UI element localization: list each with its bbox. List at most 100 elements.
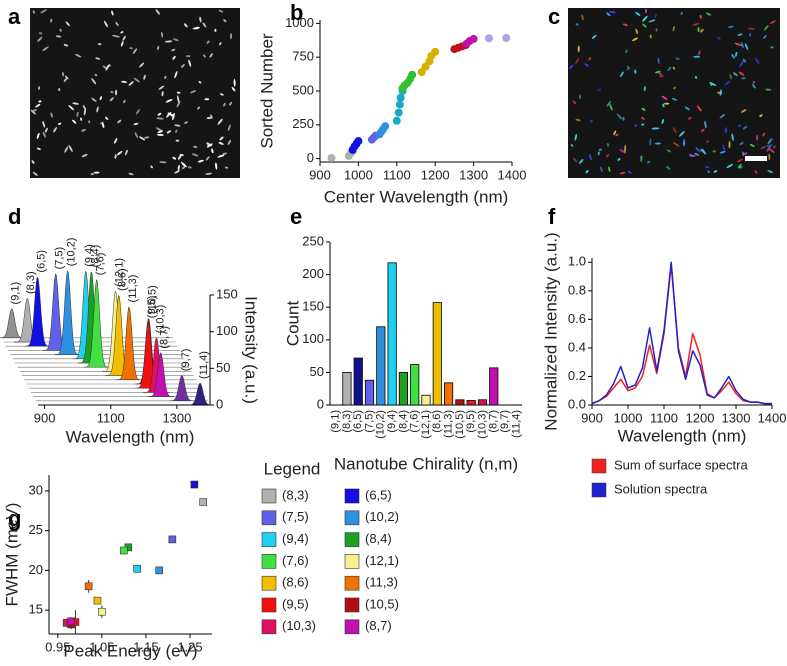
- particle: [174, 124, 181, 127]
- point: [354, 137, 363, 146]
- particle: [719, 150, 726, 154]
- particle: [166, 130, 172, 134]
- particle: [662, 103, 665, 108]
- particle: [744, 43, 749, 50]
- particle: [231, 86, 236, 92]
- y-tick-label: 0.2: [568, 368, 586, 383]
- particle: [110, 90, 114, 94]
- particle: [695, 148, 703, 153]
- x-tick-label: (11,4): [510, 410, 522, 438]
- particle: [114, 137, 118, 144]
- particle: [731, 54, 735, 59]
- particle: [81, 129, 86, 132]
- bar: [421, 394, 431, 406]
- particle: [36, 147, 41, 151]
- particle: [42, 46, 49, 52]
- legend-title: Legend: [264, 459, 321, 478]
- legend-label: Solution spectra: [614, 481, 708, 496]
- legend-label: Sum of surface spectra: [614, 457, 748, 472]
- particle: [684, 106, 690, 111]
- x-tick-label: 1100: [97, 410, 125, 425]
- particle: [742, 152, 748, 155]
- x-tick-label: 900: [309, 167, 331, 182]
- particle: [227, 139, 232, 145]
- particle: [223, 19, 227, 23]
- particle: [609, 10, 616, 14]
- particle: [120, 40, 124, 47]
- peak-label: (8,7): [159, 326, 171, 349]
- particle: [102, 65, 108, 70]
- particle: [738, 71, 745, 76]
- particle: [233, 78, 236, 87]
- particle: [654, 13, 657, 18]
- particle: [159, 161, 167, 164]
- y-tick-label: 0: [307, 150, 314, 165]
- particle: [654, 70, 661, 74]
- particle: [59, 28, 62, 32]
- particle: [50, 18, 53, 23]
- particle: [671, 97, 678, 101]
- particle: [174, 70, 178, 79]
- panel-label: d: [8, 204, 21, 229]
- particle: [133, 122, 139, 126]
- particle: [181, 166, 186, 170]
- particle: [80, 117, 83, 121]
- micrograph: [30, 8, 240, 178]
- particle: [218, 142, 224, 145]
- particle: [205, 156, 210, 161]
- particle: [30, 109, 36, 115]
- particle: [741, 41, 744, 49]
- particle: [769, 20, 776, 24]
- x-axis-label: Center Wavelength (nm): [324, 187, 509, 206]
- point: [392, 116, 401, 125]
- micrograph: [568, 8, 780, 178]
- legend-label: (8,4): [365, 531, 392, 546]
- particle: [759, 114, 763, 117]
- x-tick-label: 900: [581, 410, 603, 425]
- particle: [672, 142, 680, 147]
- particle: [174, 170, 180, 174]
- particle: [62, 72, 65, 77]
- particle: [128, 172, 134, 176]
- particle: [727, 25, 734, 29]
- particle: [635, 28, 638, 35]
- particle: [40, 9, 47, 14]
- x-tick-label: 900: [34, 410, 56, 425]
- particle: [622, 23, 628, 27]
- particle: [64, 146, 69, 153]
- particle: [701, 148, 706, 155]
- particle: [65, 21, 70, 27]
- x-tick-label: (7,5): [363, 410, 375, 433]
- legend-label: (9,5): [282, 596, 309, 611]
- particle: [229, 101, 233, 106]
- y-tick-label: 0: [216, 396, 223, 411]
- particle: [175, 139, 180, 142]
- y-tick-label: 25: [29, 522, 43, 537]
- particle: [194, 26, 200, 30]
- legend-swatch: [261, 619, 277, 635]
- x-tick-label: (9,4): [386, 410, 398, 433]
- particle: [76, 111, 79, 117]
- particle: [754, 57, 760, 65]
- particle: [202, 22, 207, 28]
- particle: [747, 27, 755, 30]
- particle: [617, 157, 621, 161]
- particle: [55, 35, 62, 38]
- particle: [659, 75, 664, 78]
- peak-label: (9,5): [146, 296, 158, 319]
- particle: [768, 153, 771, 161]
- legend-swatch: [261, 597, 277, 613]
- y-tick-label: 50: [216, 360, 230, 375]
- particle: [569, 64, 574, 69]
- point: [431, 47, 440, 56]
- particle: [695, 75, 698, 80]
- peak-label: (8,3): [25, 271, 37, 294]
- particle: [214, 28, 217, 32]
- point: [396, 93, 405, 102]
- x-tick-label: 0.95: [45, 639, 70, 654]
- particle: [706, 140, 709, 144]
- particle: [712, 150, 716, 153]
- point: [395, 100, 404, 109]
- particle: [700, 128, 705, 132]
- y-tick-label: 20: [29, 562, 43, 577]
